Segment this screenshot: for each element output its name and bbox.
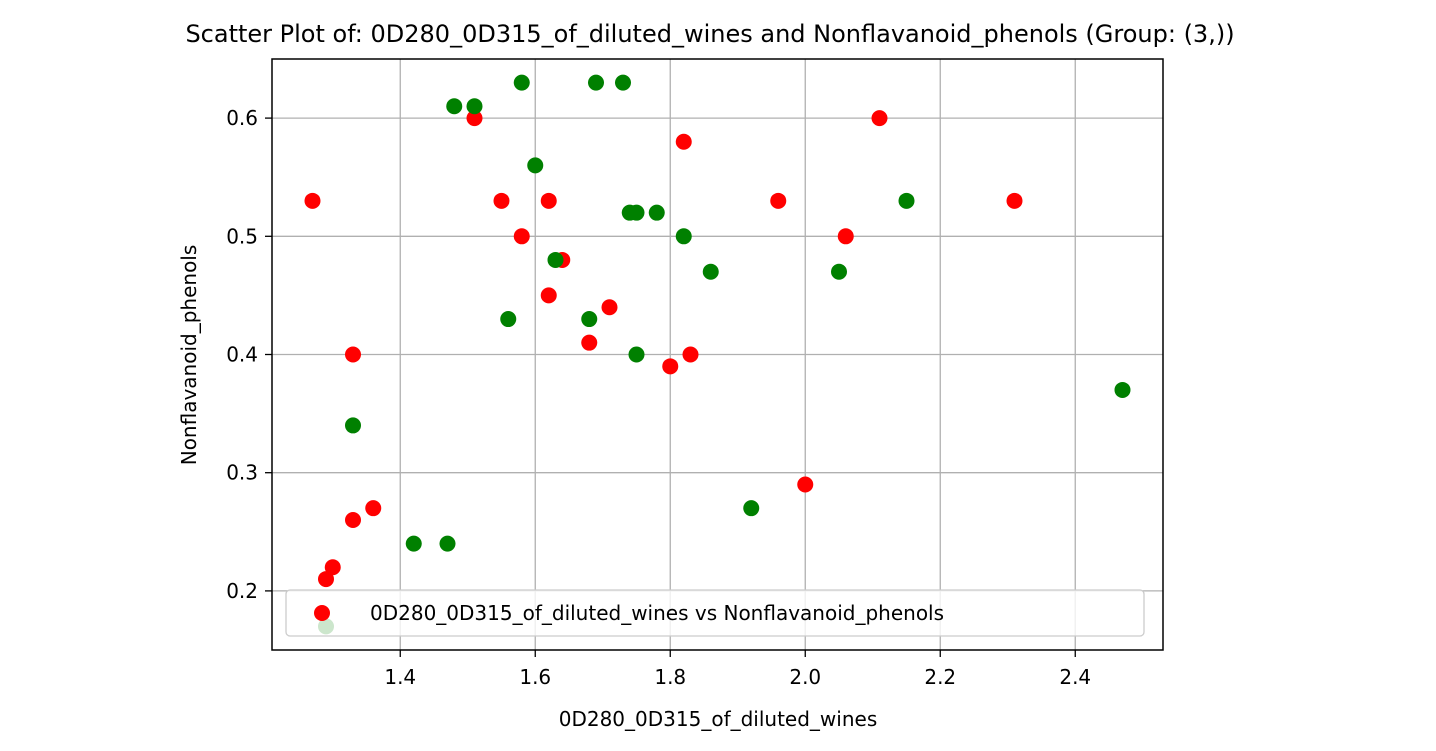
data-point-series-2 [547,251,564,268]
data-point-series-2 [648,204,665,221]
data-point-series-1 [324,559,341,576]
data-point-series-1 [675,133,692,150]
data-point-series-1 [797,476,814,493]
data-point-series-2 [1114,381,1131,398]
data-point-series-2 [500,311,517,328]
data-point-series-1 [365,500,382,517]
data-point-series-2 [831,263,847,280]
data-point-series-1 [466,110,483,127]
x-tick-label: 1.8 [654,665,686,689]
y-tick-label: 0.3 [226,461,258,485]
data-point-series-1 [540,192,557,209]
y-tick-label: 0.6 [226,106,258,130]
data-point-series-2 [405,535,422,552]
data-point-series-2 [628,204,645,221]
data-point-series-2 [466,98,483,115]
data-point-series-1 [318,571,334,588]
x-tick-label: 2.0 [789,665,821,689]
data-point-series-2 [513,74,530,91]
data-point-series-2 [345,417,361,434]
data-point-series-2 [743,500,760,517]
data-point-series-1 [601,299,618,316]
x-axis-label: 0D280_0D315_of_diluted_wines [559,707,878,731]
x-tick-label: 2.4 [1059,665,1091,689]
data-points [304,74,1131,635]
data-point-series-2 [628,346,645,363]
x-tick-label: 2.2 [924,665,956,689]
data-point-series-2 [615,74,631,91]
y-axis-label: Nonflavanoid_phenols [177,245,201,466]
data-point-series-1 [837,228,854,245]
data-point-series-2 [439,535,456,552]
x-tick-label: 1.4 [384,665,416,689]
data-point-series-2 [898,192,915,209]
y-tick-label: 0.2 [226,579,258,603]
legend: 0D280_0D315_of_diluted_wines vs Nonflava… [285,589,1145,637]
x-tick-label: 1.6 [519,665,551,689]
data-point-series-1 [1006,192,1023,209]
data-point-series-1 [540,287,557,304]
data-point-series-1 [345,346,361,363]
legend-label: 0D280_0D315_of_diluted_wines vs Nonflava… [370,601,944,625]
data-point-series-1 [345,511,361,528]
chart-title: Scatter Plot of: 0D280_0D315_of_diluted_… [185,20,1234,48]
data-point-series-1 [581,334,598,351]
data-point-series-1 [662,358,679,375]
data-point-series-2 [588,74,604,91]
data-point-series-2 [702,263,719,280]
data-point-series-1 [770,192,787,209]
data-point-series-1 [493,192,510,209]
data-point-series-1 [304,192,321,209]
legend-marker-red [314,605,330,621]
data-point-series-2 [675,228,692,245]
data-point-series-1 [682,346,699,363]
data-point-series-2 [446,98,463,115]
data-point-series-2 [581,311,598,328]
data-point-series-1 [871,110,888,127]
data-point-series-1 [513,228,530,245]
axis-ticks: 1.4 1.6 1.8 2.0 2.2 2.4 0.2 0.3 0.4 0.5 0.6 [226,106,1091,689]
legend-box [285,589,1145,637]
y-tick-label: 0.5 [226,224,258,248]
data-point-series-2 [527,157,544,174]
y-tick-label: 0.4 [226,343,258,367]
